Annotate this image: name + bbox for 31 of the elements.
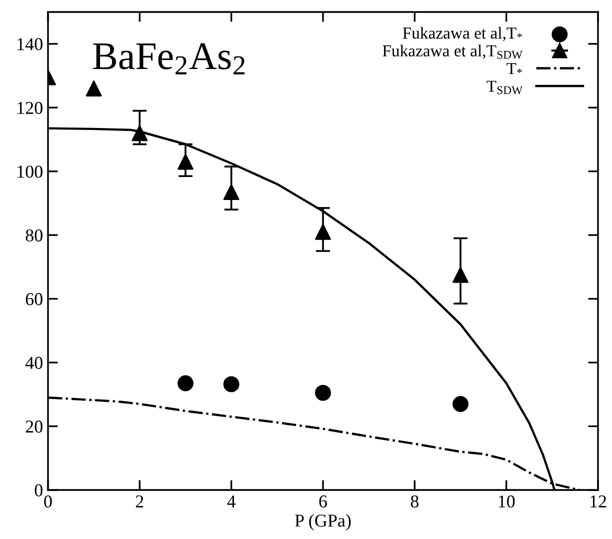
legend-label: T$_{SDW}$ bbox=[486, 80, 523, 94]
point bbox=[452, 396, 468, 412]
legend-label: Fukazawa et al,T$_{*}$ bbox=[402, 27, 522, 42]
x-tick-label: 8 bbox=[410, 495, 418, 508]
x-axis-title: P (GPa) bbox=[295, 514, 351, 530]
legend-label: Fukazawa et al,T$_{SDW}$ bbox=[382, 44, 522, 59]
x-tick-label: 6 bbox=[319, 495, 327, 508]
y-tick-label: 80 bbox=[26, 229, 42, 242]
y-tick-label: 100 bbox=[18, 166, 42, 178]
y-tick-label: 20 bbox=[26, 420, 42, 433]
y-tick-label: 120 bbox=[18, 102, 42, 114]
point bbox=[132, 125, 148, 142]
point bbox=[178, 375, 194, 392]
annotation: BaFe$_{2}$As$_{2}$ bbox=[93, 43, 245, 74]
point bbox=[223, 376, 240, 392]
x-tick-label: 0 bbox=[44, 495, 52, 508]
y-tick-label: 140 bbox=[18, 38, 42, 50]
point bbox=[315, 384, 331, 401]
point bbox=[452, 266, 468, 283]
x-tick-label: 2 bbox=[136, 495, 144, 508]
point bbox=[86, 80, 102, 96]
x-tick-label: 4 bbox=[227, 496, 236, 508]
x-tick-label: 10 bbox=[498, 495, 515, 508]
y-tick-label: 60 bbox=[26, 293, 42, 306]
point bbox=[223, 184, 240, 200]
y-tick-label: 0 bbox=[34, 484, 42, 496]
y-tick-label: 40 bbox=[25, 356, 42, 369]
x-tick-label: 12 bbox=[590, 495, 606, 508]
point bbox=[178, 154, 194, 170]
legend-label: T$_{*}$ bbox=[506, 63, 522, 74]
point bbox=[315, 224, 331, 240]
